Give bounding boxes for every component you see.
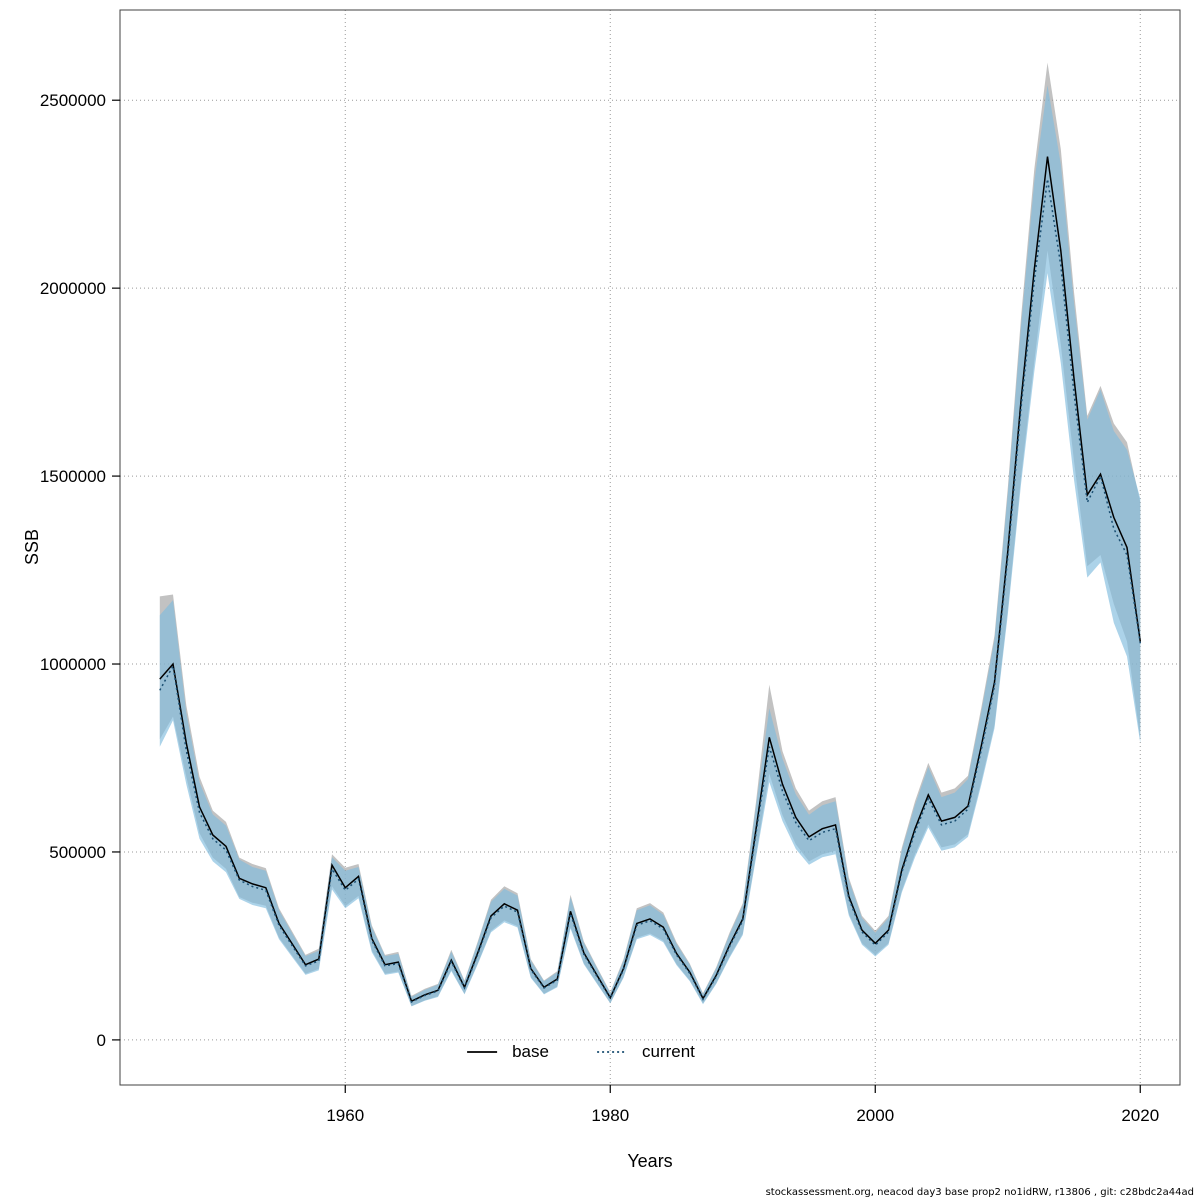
legend-label-current: current: [641, 1042, 695, 1061]
legend-label-base: base: [512, 1042, 549, 1061]
svg-text:2500000: 2500000: [40, 91, 106, 110]
svg-text:1960: 1960: [326, 1106, 364, 1125]
legend-item-current: current: [595, 1042, 695, 1062]
chart-layers: 1960 1980 2000 2020 0 500000 1000000 1500000 200…: [40, 9, 1181, 1125]
current-line-sample-icon: [596, 1051, 627, 1053]
svg-text:500000: 500000: [49, 843, 106, 862]
svg-text:2020: 2020: [1121, 1106, 1159, 1125]
svg-text:2000: 2000: [856, 1106, 894, 1125]
svg-text:0: 0: [97, 1031, 106, 1050]
svg-text:1000000: 1000000: [40, 655, 106, 674]
x-axis-label: Years: [627, 1151, 672, 1171]
svg-text:1500000: 1500000: [40, 467, 106, 486]
svg-text:2000000: 2000000: [40, 279, 106, 298]
y-axis-label: SSB: [22, 529, 42, 565]
attribution-text: stockassessment.org, neacod day3 base pr…: [765, 1187, 1194, 1198]
svg-text:1980: 1980: [591, 1106, 629, 1125]
base-line-sample-icon: [467, 1051, 498, 1053]
legend: base current: [465, 1042, 695, 1062]
legend-item-base: base: [465, 1042, 549, 1062]
